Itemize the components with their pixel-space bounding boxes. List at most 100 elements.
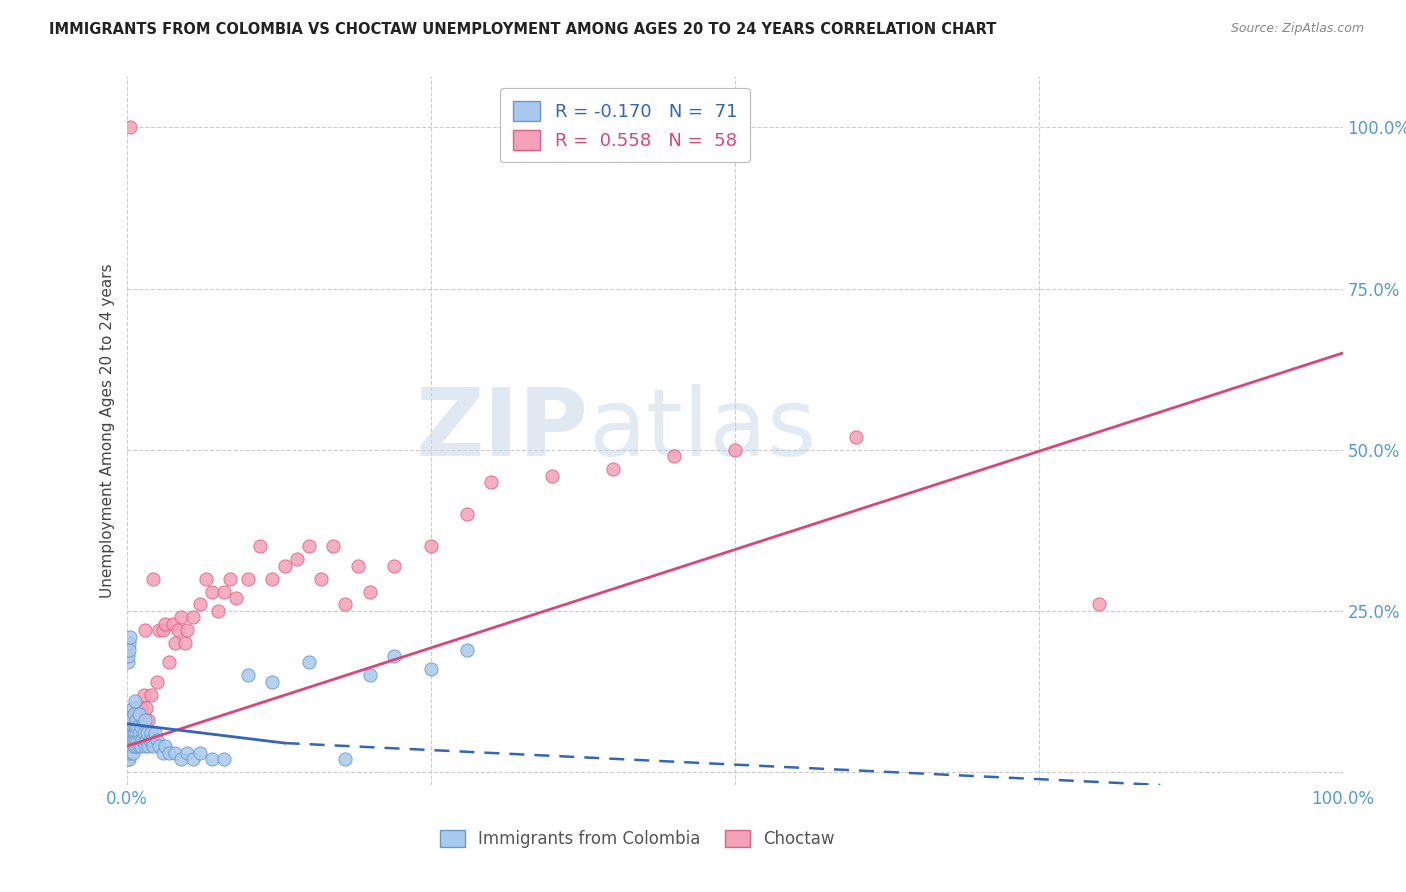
Point <box>183 610 205 624</box>
Point <box>212 752 235 766</box>
Point <box>602 462 624 476</box>
Point <box>456 642 478 657</box>
Point <box>118 636 141 650</box>
Point <box>120 714 142 728</box>
Point <box>128 706 150 721</box>
Point <box>142 572 165 586</box>
Point <box>120 739 142 754</box>
Point <box>124 720 146 734</box>
Point <box>139 726 162 740</box>
Point <box>162 616 184 631</box>
Point <box>128 706 150 721</box>
Point <box>236 572 259 586</box>
Point <box>236 668 259 682</box>
Point <box>419 662 441 676</box>
Point <box>183 752 205 766</box>
Point <box>152 624 174 638</box>
Point <box>138 714 160 728</box>
Point <box>170 752 193 766</box>
Point <box>188 598 211 612</box>
Point <box>121 700 143 714</box>
Point <box>148 624 170 638</box>
Point <box>207 604 229 618</box>
Point <box>155 616 177 631</box>
Point <box>135 700 157 714</box>
Point <box>124 694 146 708</box>
Point <box>188 746 211 760</box>
Point <box>346 558 368 573</box>
Point <box>121 726 143 740</box>
Point <box>127 720 149 734</box>
Point <box>136 726 159 740</box>
Point <box>125 726 148 740</box>
Point <box>166 624 188 638</box>
Point <box>262 674 284 689</box>
Point <box>157 656 180 670</box>
Point <box>146 674 169 689</box>
Point <box>157 746 180 760</box>
Point <box>165 746 187 760</box>
Point <box>212 584 235 599</box>
Point <box>117 656 139 670</box>
Point <box>118 739 141 754</box>
Point <box>176 746 198 760</box>
Point <box>170 610 193 624</box>
Point <box>382 558 405 573</box>
Point <box>120 120 142 135</box>
Point <box>194 572 217 586</box>
Point <box>120 746 142 760</box>
Point <box>120 726 142 740</box>
Point <box>118 752 141 766</box>
Point <box>309 572 332 586</box>
Point <box>121 746 143 760</box>
Point <box>141 732 163 747</box>
Point <box>201 752 224 766</box>
Point <box>298 540 321 554</box>
Point <box>117 732 139 747</box>
Point <box>117 746 139 760</box>
Point <box>128 739 150 754</box>
Point <box>148 739 170 754</box>
Point <box>122 706 145 721</box>
Point <box>134 739 156 754</box>
Point <box>146 732 169 747</box>
Point <box>120 732 142 747</box>
Point <box>134 714 156 728</box>
Point <box>128 726 150 740</box>
Point <box>142 739 165 754</box>
Point <box>125 700 148 714</box>
Point <box>165 636 187 650</box>
Point <box>127 732 149 747</box>
Point <box>249 540 271 554</box>
Point <box>118 726 141 740</box>
Point <box>322 540 344 554</box>
Point <box>132 726 155 740</box>
Point <box>359 584 381 599</box>
Point <box>155 739 177 754</box>
Point <box>225 591 247 605</box>
Point <box>174 636 197 650</box>
Point <box>132 688 155 702</box>
Text: ZIP: ZIP <box>416 384 589 476</box>
Point <box>124 720 146 734</box>
Point <box>382 648 405 663</box>
Point <box>129 739 152 754</box>
Point <box>273 558 295 573</box>
Point <box>262 572 284 586</box>
Point <box>138 732 160 747</box>
Point <box>541 468 564 483</box>
Point <box>335 752 357 766</box>
Point <box>124 732 146 747</box>
Point <box>129 720 152 734</box>
Point <box>419 540 441 554</box>
Point <box>138 739 160 754</box>
Point <box>1088 598 1111 612</box>
Point <box>122 706 145 721</box>
Point <box>134 624 156 638</box>
Point <box>129 732 152 747</box>
Point <box>118 714 141 728</box>
Point <box>120 720 142 734</box>
Point <box>219 572 242 586</box>
Point <box>120 714 142 728</box>
Point <box>285 552 308 566</box>
